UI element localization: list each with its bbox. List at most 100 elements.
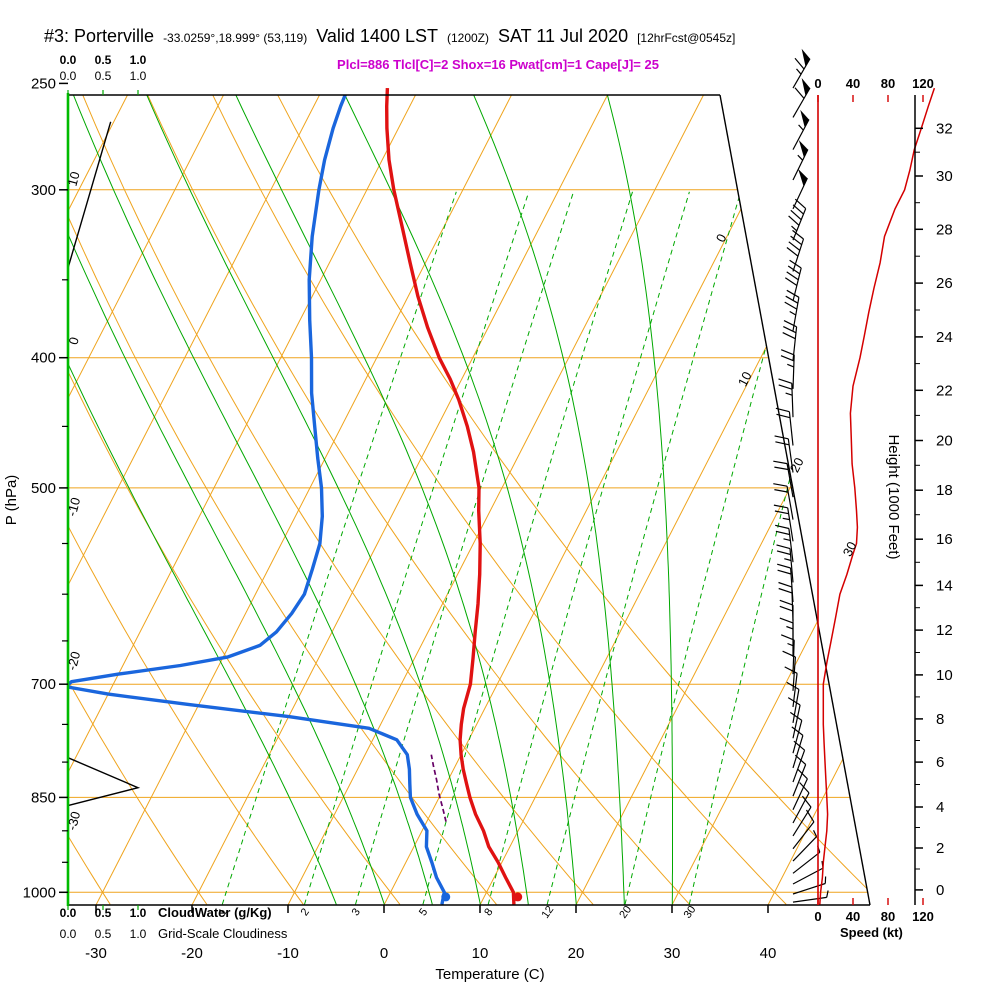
moist-adiabat-line (144, 95, 481, 905)
dry-adiabat-label: 10 (65, 170, 83, 188)
mixing-ratio-line (487, 191, 690, 905)
moist-adiabat-line (471, 95, 625, 905)
axis-titles: P (hPa) Temperature (C) Height (1000 Feet)… (3, 434, 903, 983)
cloudiness-axis-title: Grid-Scale Cloudiness (158, 926, 288, 941)
temp-tick-label: -30 (85, 945, 107, 962)
dry-adiabat-label: 0 (65, 335, 81, 346)
sounding-curves (68, 88, 523, 905)
isotherm-line (287, 95, 704, 905)
height-tick-label: 6 (936, 754, 944, 771)
moist-adiabat-line (342, 95, 577, 905)
station-coords: -33.0259°,18.999° (53,119) (163, 31, 308, 45)
valid-date: SAT 11 Jul 2020 (498, 26, 629, 46)
cloudwater-scale-label: 1.0 (130, 53, 147, 67)
surface-dewpoint-dot (441, 892, 451, 902)
isotherm-line (95, 95, 512, 905)
speed-tick-label: 120 (912, 76, 934, 91)
temperature-axis-title: Temperature (C) (435, 966, 544, 983)
mixing-ratio-label: 5 (417, 906, 430, 918)
height-tick-label: 22 (936, 382, 953, 399)
wind-barb (792, 792, 810, 824)
isotherm-line (383, 95, 800, 905)
mixing-ratio-line (355, 191, 574, 905)
dry-adiabat-line (68, 95, 497, 905)
wind-barb (792, 851, 821, 874)
height-tick-label: 26 (936, 275, 953, 292)
wind-barb (792, 720, 803, 754)
dry-adiabat-label: -20 (64, 650, 83, 672)
dry-adiabat-label: -30 (64, 810, 83, 832)
temp-tick-label: -20 (181, 945, 203, 962)
isotherm-label: 30 (840, 539, 860, 559)
wind-barb (792, 764, 807, 797)
valid-time: Valid 1400 LST (316, 26, 438, 46)
wind-barb (792, 119, 810, 150)
stats-line: Plcl=886 Tlcl[C]=2 Shox=16 Pwat[cm]=1 Ca… (337, 57, 659, 72)
height-tick-label: 2 (936, 840, 944, 857)
pressure-tick-label: 250 (31, 75, 56, 92)
pressure-tick-label: 850 (31, 789, 56, 806)
mixing-ratio-line (304, 191, 530, 905)
dry-adiabat-line (80, 95, 594, 905)
wind-barb (792, 177, 808, 210)
moisture-gridlines (68, 95, 864, 905)
isotherm-line (479, 95, 870, 905)
temperature-curve (385, 88, 516, 905)
mixing-ratio-label: 20 (617, 904, 634, 921)
wind-barb (792, 806, 812, 837)
height-tick-label: 4 (936, 799, 944, 816)
cloud-layer-line (67, 757, 141, 807)
height-tick-label: 8 (936, 711, 944, 728)
height-tick-label: 20 (936, 432, 953, 449)
dry-adiabat-label: -10 (64, 496, 83, 518)
height-tick-label: 12 (936, 622, 953, 639)
wind-speed-curve (819, 87, 936, 905)
cloudiness-scale-label: 0.0 (60, 69, 77, 83)
cloudiness-scale-label: 0.5 (95, 69, 112, 83)
cloudwater-scale-label: 0.0 (60, 906, 77, 920)
pressure-tick-label: 1000 (23, 884, 56, 901)
station-title: #3: Porterville (44, 26, 155, 46)
cloudwater-scale-label: 1.0 (130, 906, 147, 920)
height-tick-label: 30 (936, 168, 953, 185)
speed-tick-label: 40 (846, 909, 860, 924)
dry-adiabat-line (68, 95, 401, 905)
valid-zulu: (1200Z) (446, 31, 489, 45)
cloudwater-scale-label: 0.5 (95, 53, 112, 67)
dry-adiabat-line (68, 95, 304, 905)
moist-adiabat-line (68, 95, 337, 905)
chart-header: #3: Porterville -33.0259°,18.999° (53,11… (44, 26, 735, 47)
height-tick-label: 14 (936, 577, 953, 594)
wind-barbs (773, 48, 829, 903)
wind-barb (792, 896, 827, 903)
height-tick-label: 18 (936, 482, 953, 499)
wind-barb (792, 58, 811, 89)
dry-adiabat-line (145, 95, 690, 905)
isotherm-line (68, 95, 320, 905)
pressure-tick-label: 300 (31, 182, 56, 199)
cloudwater-scale-label: 0.0 (60, 53, 77, 67)
mixing-ratio-label: 30 (682, 904, 699, 921)
speed-tick-label: 80 (881, 909, 895, 924)
wind-barb (792, 821, 815, 850)
moist-adiabat-line (71, 95, 433, 905)
cloudwater-axis-title: CloudWater (g/Kg) (158, 905, 272, 920)
forecast-tag: [12hrFcst@0545z] (637, 31, 736, 45)
isotherm-label: 0 (713, 231, 730, 244)
cloud-layer-line (67, 121, 112, 269)
cloudiness-scale-label: 1.0 (130, 69, 147, 83)
cloudiness-profile (67, 121, 141, 807)
mixing-ratio-label: 12 (540, 904, 557, 921)
temp-tick-label: -10 (277, 945, 299, 962)
mixing-ratio-label: 2 (299, 906, 312, 918)
isotherm-line (68, 95, 224, 905)
mixing-ratio-label: 8 (482, 906, 495, 918)
surface-temp-dot (513, 892, 523, 902)
temp-tick-label: 20 (568, 945, 585, 962)
speed-tick-label: 0 (814, 76, 821, 91)
dry-adiabat-line (68, 95, 208, 905)
mixing-ratio-line (624, 191, 809, 905)
isotherm-label: 20 (787, 455, 807, 475)
